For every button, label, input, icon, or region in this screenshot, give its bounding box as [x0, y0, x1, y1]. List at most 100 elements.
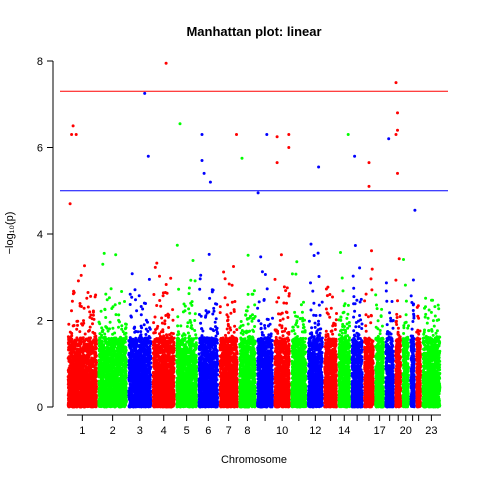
- data-point: [123, 371, 127, 375]
- data-point: [142, 343, 146, 347]
- data-point: [121, 340, 125, 344]
- data-point: [108, 380, 112, 384]
- data-point: [119, 350, 123, 354]
- data-point: [108, 367, 112, 371]
- data-point: [75, 327, 79, 331]
- data-point: [139, 344, 143, 348]
- data-point: [106, 329, 110, 333]
- data-point: [67, 348, 71, 352]
- data-point: [67, 399, 71, 403]
- data-point: [66, 356, 70, 360]
- data-point: [100, 376, 104, 380]
- data-point: [135, 366, 139, 369]
- data-point: [78, 304, 82, 308]
- data-point: [142, 301, 146, 305]
- data-point: [71, 379, 75, 383]
- data-point: [148, 326, 152, 330]
- data-point: [84, 383, 88, 387]
- data-point: [92, 376, 96, 380]
- data-point: [91, 322, 94, 326]
- data-point: [124, 375, 128, 379]
- data-point: [100, 363, 104, 367]
- chart-title: Manhattan plot: linear: [186, 24, 321, 39]
- data-point: [83, 390, 87, 394]
- data-point: [117, 384, 121, 388]
- data-point: [108, 394, 112, 398]
- data-point: [110, 307, 114, 310]
- data-point: [110, 352, 114, 356]
- data-point: [124, 331, 128, 335]
- data-point: [75, 319, 79, 323]
- data-point: [109, 356, 113, 360]
- data-point: [78, 343, 82, 347]
- data-point: [78, 403, 82, 407]
- data-point: [88, 337, 92, 341]
- data-point: [100, 326, 104, 330]
- data-point: [107, 296, 111, 300]
- data-point: [79, 273, 83, 277]
- data-point: [73, 405, 77, 409]
- data-point: [144, 381, 148, 385]
- data-point: [128, 405, 132, 409]
- data-point: [87, 382, 91, 386]
- data-point: [91, 385, 95, 388]
- data-point: [110, 378, 113, 381]
- data-point: [97, 358, 101, 362]
- data-point: [114, 253, 118, 257]
- data-point: [143, 363, 147, 367]
- data-point: [87, 349, 91, 353]
- data-point: [83, 371, 87, 375]
- data-point: [98, 400, 102, 404]
- data-point: [139, 384, 143, 388]
- data-point: [118, 354, 122, 358]
- data-point: [106, 357, 110, 361]
- x-axis-label: Chromosome: [221, 454, 287, 466]
- data-point: [101, 330, 104, 334]
- data-point: [75, 347, 79, 351]
- data-point: [88, 325, 92, 329]
- data-point: [131, 355, 135, 359]
- data-point: [69, 360, 73, 364]
- data-point: [90, 356, 94, 360]
- data-point: [89, 313, 93, 317]
- data-point: [72, 324, 76, 327]
- data-point: [88, 340, 92, 344]
- data-point: [76, 279, 80, 283]
- data-point: [121, 347, 125, 351]
- data-point: [147, 399, 151, 403]
- data-point: [75, 374, 79, 378]
- data-point: [143, 403, 147, 407]
- data-point: [102, 251, 106, 255]
- data-point: [83, 398, 87, 402]
- data-point: [118, 339, 122, 343]
- data-point: [117, 387, 121, 391]
- data-point: [94, 354, 98, 358]
- data-point: [108, 360, 112, 364]
- data-point: [106, 371, 110, 375]
- data-point: [80, 388, 84, 392]
- data-point: [102, 387, 106, 391]
- data-point: [134, 298, 137, 302]
- data-point: [104, 316, 108, 319]
- data-point: [72, 291, 76, 295]
- data-point: [123, 396, 127, 400]
- data-point: [144, 371, 148, 375]
- data-point: [79, 365, 83, 369]
- data-point: [135, 361, 139, 365]
- data-point: [124, 369, 127, 372]
- data-point: [118, 364, 122, 368]
- data-point: [124, 357, 128, 361]
- data-point: [80, 369, 84, 373]
- data-point: [82, 306, 86, 310]
- data-point: [72, 363, 76, 367]
- data-point: [94, 359, 98, 362]
- data-point: [120, 290, 124, 293]
- data-point: [101, 398, 105, 402]
- data-point: [82, 363, 86, 367]
- data-point: [91, 313, 95, 317]
- data-point: [121, 337, 125, 341]
- data-point: [128, 346, 132, 349]
- data-point: [76, 323, 79, 327]
- data-point: [105, 337, 108, 341]
- data-point: [114, 374, 118, 378]
